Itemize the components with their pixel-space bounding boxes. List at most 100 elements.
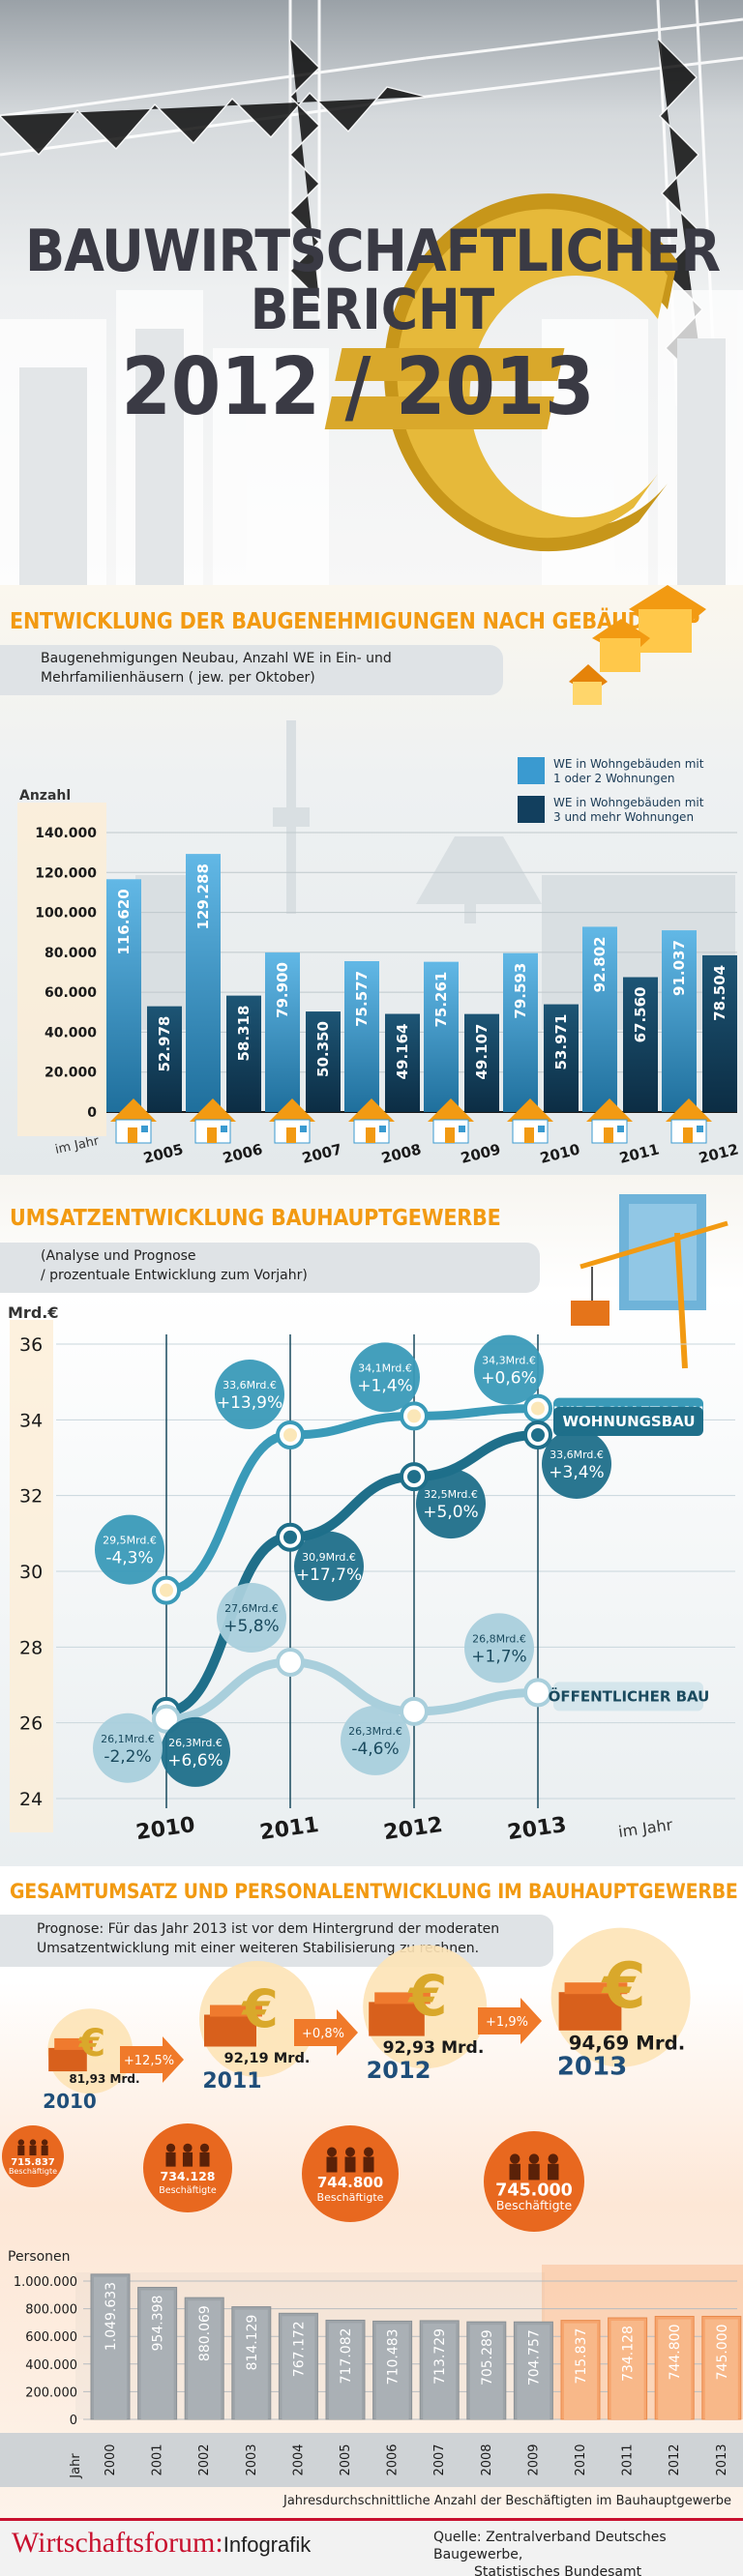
bar-one-two-2009 — [424, 961, 459, 1112]
value-label: 27,6Mrd.€ — [224, 1602, 279, 1615]
x-tick-label: 2013 — [506, 1813, 568, 1845]
source-line2: Statistisches Bundesamt — [474, 2564, 642, 2576]
turnover-value: 81,93 Mrd. — [69, 2072, 139, 2086]
x-tick-label: 2000 — [104, 2444, 118, 2475]
value-label: 34,3Mrd.€ — [482, 1355, 536, 1367]
y-tick-label: 32 — [19, 1486, 43, 1508]
growth-label: +12,5% — [124, 2054, 174, 2068]
x-tick-label: 2011 — [617, 1140, 661, 1167]
line-1 — [162, 1430, 543, 1716]
house-icon — [428, 1098, 474, 1144]
crane-building-icon — [571, 1194, 728, 1369]
brand-separator: : — [215, 2527, 223, 2559]
line-0 — [162, 1404, 543, 1595]
x-tick-label: 2007 — [432, 2444, 447, 2475]
y-tick-label: 1.000.000 — [14, 2275, 77, 2290]
bar-value-label: 49.107 — [473, 1024, 490, 1080]
house-icon — [586, 1098, 633, 1144]
house-icon — [190, 1098, 236, 1144]
employees-value: 745.000 — [495, 2181, 573, 2201]
y-tick-label: 34 — [19, 1410, 43, 1431]
employees-bar-label: 715.837 — [574, 2328, 589, 2385]
person-icon — [345, 2147, 355, 2157]
line-point-core — [283, 1655, 297, 1669]
x-tick-label: 2008 — [379, 1140, 423, 1167]
y-tick-label: 30 — [19, 1562, 43, 1583]
turnover-year: 2013 — [557, 2053, 627, 2082]
turnover-value: 94,69 Mrd. — [569, 2033, 686, 2055]
section2-heading: UMSATZENTWICKLUNG BAUHAUPTGEWERBE — [10, 1206, 501, 1231]
turnover-group-2012: €92,93 Mrd.2012 — [363, 1945, 488, 2084]
header-title-line1: BAUWIRTSCHAFTLICHER — [25, 218, 721, 285]
y-tick-label: 0 — [70, 2414, 77, 2428]
bar-one-two-2010 — [503, 952, 538, 1112]
pct-label: -4,3% — [105, 1549, 153, 1568]
y-tick-label: 80.000 — [45, 946, 97, 961]
turnover-year: 2011 — [202, 2069, 261, 2093]
x-tick-label: 2012 — [668, 2444, 682, 2475]
y-tick-label: 28 — [19, 1637, 43, 1658]
section-total: GESAMTUMSATZ UND PERSONALENTWICKLUNG IM … — [0, 1866, 743, 2518]
value-badge: 29,5Mrd.€ -4,3% — [95, 1514, 164, 1585]
x-tick-label: 2003 — [245, 2444, 259, 2475]
line-point-core — [531, 1685, 545, 1700]
bar-one-two-2006 — [186, 854, 221, 1112]
value-label: 30,9Mrd.€ — [302, 1551, 356, 1564]
bar-value-label: 53.971 — [552, 1014, 570, 1070]
pct-label: -4,6% — [351, 1740, 399, 1759]
pct-label: +6,6% — [167, 1751, 223, 1771]
value-badge: 26,3Mrd.€ +6,6% — [161, 1716, 230, 1787]
bar-multi-2008 — [385, 1013, 420, 1112]
turnover-group-2011: €92,19 Mrd. 2011 — [199, 1961, 315, 2093]
pct-label: +13,9% — [217, 1393, 282, 1413]
turnover-group-2010: €81,93 Mrd. 2010 — [43, 2008, 140, 2113]
employees-bar-label: 744.800 — [668, 2324, 683, 2380]
x-tick-label: 2005 — [339, 2444, 353, 2475]
bar-one-two-2012 — [662, 930, 697, 1112]
employees-caption: Beschäftigte — [9, 2167, 57, 2176]
series-tag — [553, 1682, 703, 1712]
turnover-value: 92,19 Mrd. — [224, 2050, 311, 2066]
x-tick-label: 2006 — [386, 2444, 401, 2475]
employees-bar-label: 705.289 — [480, 2329, 495, 2386]
value-badge: 34,1Mrd.€ +1,4% — [350, 1342, 420, 1413]
section1-subtitle-line2: Mehrfamilienhäusern ( jew. per Oktober) — [41, 670, 315, 686]
bar-one-two-2007 — [265, 952, 300, 1112]
bar-multi-2005 — [147, 1006, 182, 1112]
line-2 — [162, 1657, 543, 1724]
pct-label: +1,4% — [357, 1376, 412, 1395]
x-tick-label: 2010 — [538, 1140, 581, 1167]
person-icon — [165, 2143, 176, 2152]
euro-icon — [324, 193, 677, 552]
bar-value-label: 75.261 — [432, 972, 450, 1028]
employees-badge: 734.128 Beschäftigte — [143, 2123, 232, 2212]
bar-multi-2006 — [226, 995, 261, 1112]
value-label: 32,5Mrd.€ — [424, 1488, 478, 1501]
brick-stack-icon — [558, 1992, 622, 2031]
brand-main: Wirtschaftsforum — [12, 2527, 216, 2559]
bar-multi-2012 — [702, 954, 737, 1112]
value-label: 26,3Mrd.€ — [168, 1737, 223, 1749]
section3-note-line1: Prognose: Für das Jahr 2013 ist vor dem … — [37, 1921, 500, 1937]
pct-label: +1,7% — [471, 1647, 526, 1666]
house-icon — [507, 1098, 553, 1144]
value-badge: 26,8Mrd.€ +1,7% — [464, 1613, 534, 1683]
section3-note-line2: Umsatzentwicklung mit einer weiteren Sta… — [37, 1941, 480, 1956]
person-icon — [41, 2139, 48, 2146]
employees-caption: Jahresdurchschnittliche Anzahl der Besch… — [282, 2494, 731, 2508]
y-tick-label: 600.000 — [25, 2330, 77, 2345]
employees-xlabel: Jahr — [69, 2453, 83, 2479]
value-badge: 34,3Mrd.€ +0,6% — [474, 1334, 544, 1405]
employees-bar-label: 745.000 — [715, 2324, 730, 2380]
value-label: 26,8Mrd.€ — [472, 1632, 526, 1645]
pct-label: +0,6% — [481, 1369, 536, 1389]
line-point-core — [283, 1530, 297, 1544]
x-tick-label: 2009 — [526, 2444, 541, 2475]
x-tick-label: 2011 — [621, 2444, 636, 2475]
x-tick-label: 2009 — [459, 1140, 502, 1167]
house-icon — [666, 1098, 712, 1144]
